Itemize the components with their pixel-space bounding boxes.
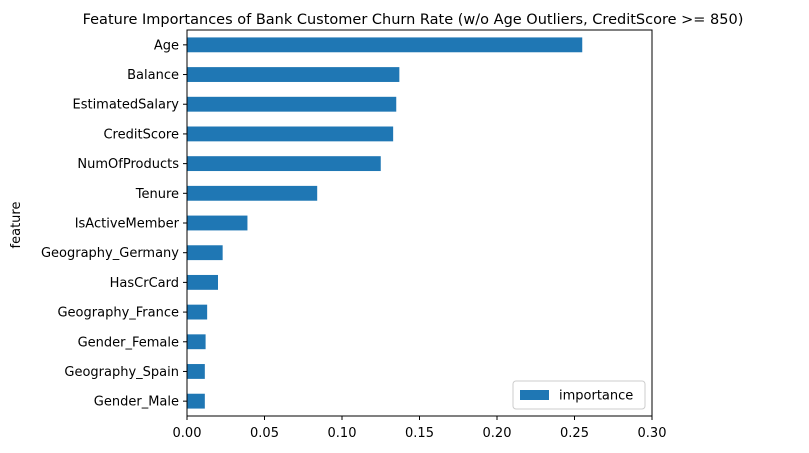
bar-6 — [187, 215, 248, 231]
x-tick-label-3: 0.15 — [405, 426, 434, 441]
x-tick-label-2: 0.10 — [328, 426, 357, 441]
legend: importance — [512, 380, 646, 410]
y-tick-label-0: Age — [154, 38, 179, 53]
x-tick-label-4: 0.20 — [483, 426, 512, 441]
y-tick-label-11: Geography_Spain — [64, 365, 179, 380]
y-tick-label-12: Gender_Male — [94, 395, 179, 410]
bar-1 — [187, 67, 400, 82]
y-tick-label-3: CreditScore — [103, 127, 179, 142]
y-tick-label-10: Gender_Female — [78, 335, 179, 350]
y-tick-label-4: NumOfProducts — [77, 157, 179, 172]
x-tick-label-6: 0.30 — [638, 426, 667, 441]
plot-frame — [186, 29, 653, 417]
y-tick-label-5: Tenure — [135, 187, 179, 202]
x-ticks: 0.00 0.05 0.10 0.15 0.20 0.25 0.30 — [173, 416, 667, 441]
y-tick-label-2: EstimatedSalary — [72, 98, 179, 113]
legend-swatch — [520, 390, 549, 400]
bar-3 — [187, 126, 394, 142]
legend-box — [512, 380, 646, 410]
x-tick-label-1: 0.05 — [250, 426, 279, 441]
x-tick-label-5: 0.25 — [560, 426, 589, 441]
y-tick-label-6: IsActiveMember — [75, 217, 180, 232]
y-tick-label-9: Geography_France — [57, 306, 179, 321]
chart-title: Feature Importances of Bank Customer Chu… — [83, 12, 744, 28]
bar-11 — [187, 364, 205, 379]
x-tick-label-0: 0.00 — [173, 426, 202, 441]
bar-4 — [187, 156, 381, 172]
y-axis-label: feature — [9, 202, 24, 249]
bars-layer — [187, 37, 583, 409]
bar-10 — [187, 334, 206, 350]
bar-12 — [187, 393, 205, 409]
y-tick-label-8: HasCrCard — [110, 276, 179, 291]
legend-label: importance — [559, 389, 633, 404]
bar-5 — [187, 185, 318, 201]
y-tick-label-1: Balance — [127, 68, 179, 83]
bar-8 — [187, 274, 218, 290]
y-ticks: Age Balance EstimatedSalary CreditScore NumO… — [41, 38, 187, 410]
bar-7 — [187, 245, 223, 261]
bar-0 — [187, 37, 583, 53]
bar-2 — [187, 96, 397, 112]
y-tick-label-7: Geography_Germany — [41, 246, 179, 261]
bar-9 — [187, 304, 208, 320]
